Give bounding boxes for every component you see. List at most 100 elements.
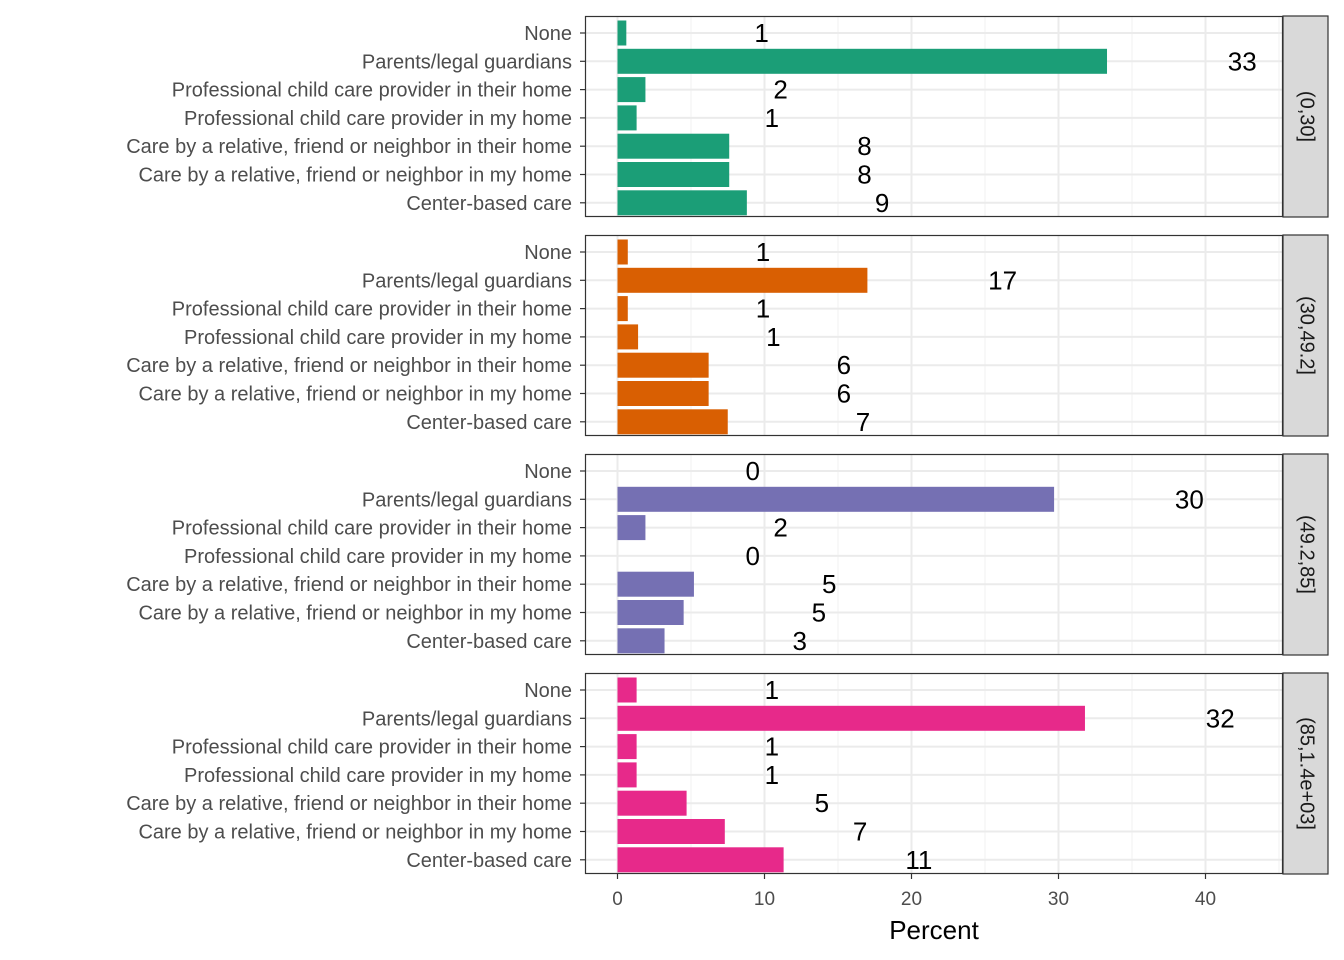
bar (617, 20, 627, 46)
bar (617, 324, 639, 350)
category-label: Care by a relative, friend or neighbor i… (126, 136, 572, 158)
data-label: 1 (765, 103, 779, 133)
category-label: Parents/legal guardians (362, 489, 572, 511)
data-label: 0 (746, 541, 760, 571)
bar (617, 819, 725, 844)
category-label: Center-based care (406, 631, 572, 653)
data-label: 1 (754, 18, 768, 48)
facet-strip-label: (30,49.2] (1296, 296, 1318, 375)
category-label: Center-based care (406, 193, 572, 215)
facet-panel: None 1 Parents/legal guardians 32 Profession… (126, 672, 1329, 875)
bar (617, 267, 868, 293)
bar (617, 409, 728, 435)
category-label: Professional child care provider in my h… (184, 327, 572, 349)
category-label: Professional child care provider in thei… (172, 518, 572, 540)
category-label: Care by a relative, friend or neighbor i… (138, 603, 572, 625)
facet-strip (1282, 672, 1329, 875)
data-label: 5 (815, 788, 829, 818)
data-label: 1 (765, 675, 779, 705)
category-label: Professional child care provider in my h… (184, 546, 572, 568)
category-label: Professional child care provider in thei… (172, 737, 572, 759)
data-label: 1 (756, 237, 770, 267)
facet-strip-label: (85,1.4e+03] (1296, 717, 1318, 830)
data-label: 3 (793, 626, 807, 656)
category-label: None (524, 461, 572, 483)
data-label: 33 (1228, 46, 1257, 76)
data-label: 17 (988, 265, 1017, 295)
data-label: 6 (837, 379, 851, 409)
facet-strip (1282, 15, 1329, 218)
bar (617, 790, 687, 816)
data-label: 0 (746, 456, 760, 486)
x-tick-label: 20 (901, 889, 922, 910)
bar (617, 486, 1055, 512)
bar (617, 762, 637, 788)
facet-strip (1282, 453, 1329, 656)
category-label: Care by a relative, friend or neighbor i… (126, 574, 572, 596)
category-label: Professional child care provider in thei… (172, 80, 572, 102)
data-label: 11 (905, 845, 932, 875)
bar (617, 847, 784, 873)
data-label: 8 (857, 160, 871, 190)
bar (617, 190, 747, 216)
category-label: Parents/legal guardians (362, 270, 572, 292)
bar (617, 48, 1108, 74)
bar (617, 571, 694, 597)
x-tick-label: 30 (1048, 889, 1069, 910)
category-label: Parents/legal guardians (362, 708, 572, 730)
bar (617, 600, 684, 625)
data-label: 30 (1175, 484, 1204, 514)
bar (617, 133, 730, 159)
category-label: Center-based care (406, 850, 572, 872)
bar (617, 381, 709, 406)
facet-panel: None 1 Parents/legal guardians 33 Profession… (126, 15, 1329, 218)
bar (617, 677, 637, 703)
data-label: 7 (853, 817, 867, 847)
bar (617, 515, 646, 541)
category-label: Professional child care provider in thei… (172, 299, 572, 321)
x-tick-label: 0 (612, 889, 623, 910)
data-label: 1 (766, 322, 780, 352)
bar (617, 77, 646, 103)
bar (617, 352, 709, 378)
category-label: None (524, 680, 572, 702)
bar (617, 162, 730, 187)
category-label: None (524, 23, 572, 45)
category-label: Parents/legal guardians (362, 51, 572, 73)
bar (617, 239, 628, 265)
bar (617, 628, 665, 654)
x-tick-label: 40 (1195, 889, 1216, 910)
bar (617, 105, 637, 131)
data-label: 2 (773, 513, 787, 543)
facet-strip-label: (49.2,85] (1296, 515, 1318, 594)
panels-layer: None 1 Parents/legal guardians 33 Profession… (126, 15, 1329, 875)
x-tick-label: 10 (754, 889, 775, 910)
bar (617, 734, 637, 760)
category-label: Care by a relative, friend or neighbor i… (126, 355, 572, 377)
category-label: Center-based care (406, 412, 572, 434)
category-label: Care by a relative, friend or neighbor i… (138, 384, 572, 406)
data-label: 6 (837, 350, 851, 380)
category-label: Care by a relative, friend or neighbor i… (126, 793, 572, 815)
data-label: 8 (857, 131, 871, 161)
data-label: 7 (856, 407, 870, 437)
data-label: 2 (773, 75, 787, 105)
category-label: Care by a relative, friend or neighbor i… (138, 165, 572, 187)
category-label: Professional child care provider in my h… (184, 765, 572, 787)
category-label: None (524, 242, 572, 264)
data-label: 5 (822, 569, 836, 599)
data-label: 1 (765, 760, 779, 790)
bar (617, 296, 628, 322)
data-label: 1 (765, 732, 779, 762)
x-axis-title: Percent (889, 915, 979, 945)
data-label: 1 (756, 294, 770, 324)
bar (617, 705, 1085, 731)
data-label: 5 (812, 598, 826, 628)
data-label: 32 (1206, 703, 1235, 733)
category-label: Professional child care provider in my h… (184, 108, 572, 130)
facet-strip-label: (0,30] (1296, 91, 1318, 142)
category-label: Care by a relative, friend or neighbor i… (138, 822, 572, 844)
